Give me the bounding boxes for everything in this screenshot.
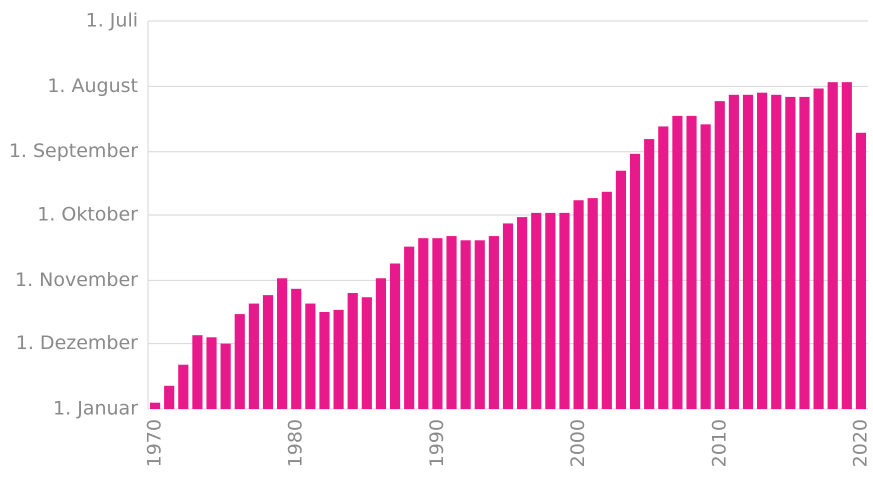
bar <box>728 94 739 409</box>
bar <box>305 303 316 409</box>
bar <box>686 115 697 410</box>
bar <box>234 314 245 409</box>
bar <box>587 198 598 409</box>
bar <box>178 364 189 409</box>
bar <box>220 343 231 409</box>
bar <box>418 238 429 409</box>
bar <box>192 335 203 409</box>
y-tick-label: 1. Oktober <box>37 204 138 226</box>
bar <box>742 94 754 409</box>
bar <box>474 240 485 409</box>
y-tick-label: 1. September <box>9 140 138 162</box>
bar <box>319 312 330 409</box>
bar <box>827 82 838 410</box>
bar <box>389 263 401 409</box>
x-tick-label: 2020 <box>849 419 871 467</box>
x-tick-label: 2010 <box>708 419 730 467</box>
bar <box>446 236 457 409</box>
bar <box>757 92 768 410</box>
bar <box>813 88 824 409</box>
bar <box>573 200 584 409</box>
bar <box>615 170 627 409</box>
bar <box>149 402 161 409</box>
bar <box>559 212 570 409</box>
bar <box>799 96 810 410</box>
bar <box>361 297 372 409</box>
bar <box>601 191 612 409</box>
x-tick-label: 1980 <box>285 419 307 467</box>
bar <box>375 278 387 409</box>
y-tick-label: 1. August <box>47 75 138 97</box>
bar <box>164 385 175 409</box>
y-tick-label: 1. Dezember <box>16 332 138 354</box>
x-tick-label: 1970 <box>144 419 166 467</box>
bar <box>545 212 556 409</box>
y-tick-label: 1. Januar <box>53 398 138 420</box>
bar <box>432 238 443 409</box>
bar <box>672 115 683 410</box>
bar <box>644 139 655 409</box>
bar <box>502 223 514 409</box>
bar <box>404 246 415 409</box>
bar <box>855 132 867 409</box>
bar <box>291 288 302 409</box>
bar <box>248 303 259 409</box>
bar <box>700 124 711 410</box>
y-tick-label: 1. Juli <box>86 10 138 32</box>
bar <box>333 309 344 409</box>
bar <box>517 217 528 409</box>
bar <box>658 126 669 409</box>
bar <box>206 337 217 409</box>
bar <box>714 101 725 409</box>
bar <box>277 278 288 409</box>
bar <box>460 240 471 409</box>
bar <box>531 212 542 409</box>
bar <box>262 295 274 409</box>
y-tick-label: 1. November <box>15 269 138 291</box>
bar <box>785 96 796 410</box>
x-tick-label: 1990 <box>426 419 448 467</box>
bar <box>629 153 641 409</box>
bar <box>488 236 499 409</box>
bar <box>347 293 358 409</box>
bar <box>771 94 782 409</box>
x-tick-label: 2000 <box>567 419 589 467</box>
bar <box>841 82 852 410</box>
